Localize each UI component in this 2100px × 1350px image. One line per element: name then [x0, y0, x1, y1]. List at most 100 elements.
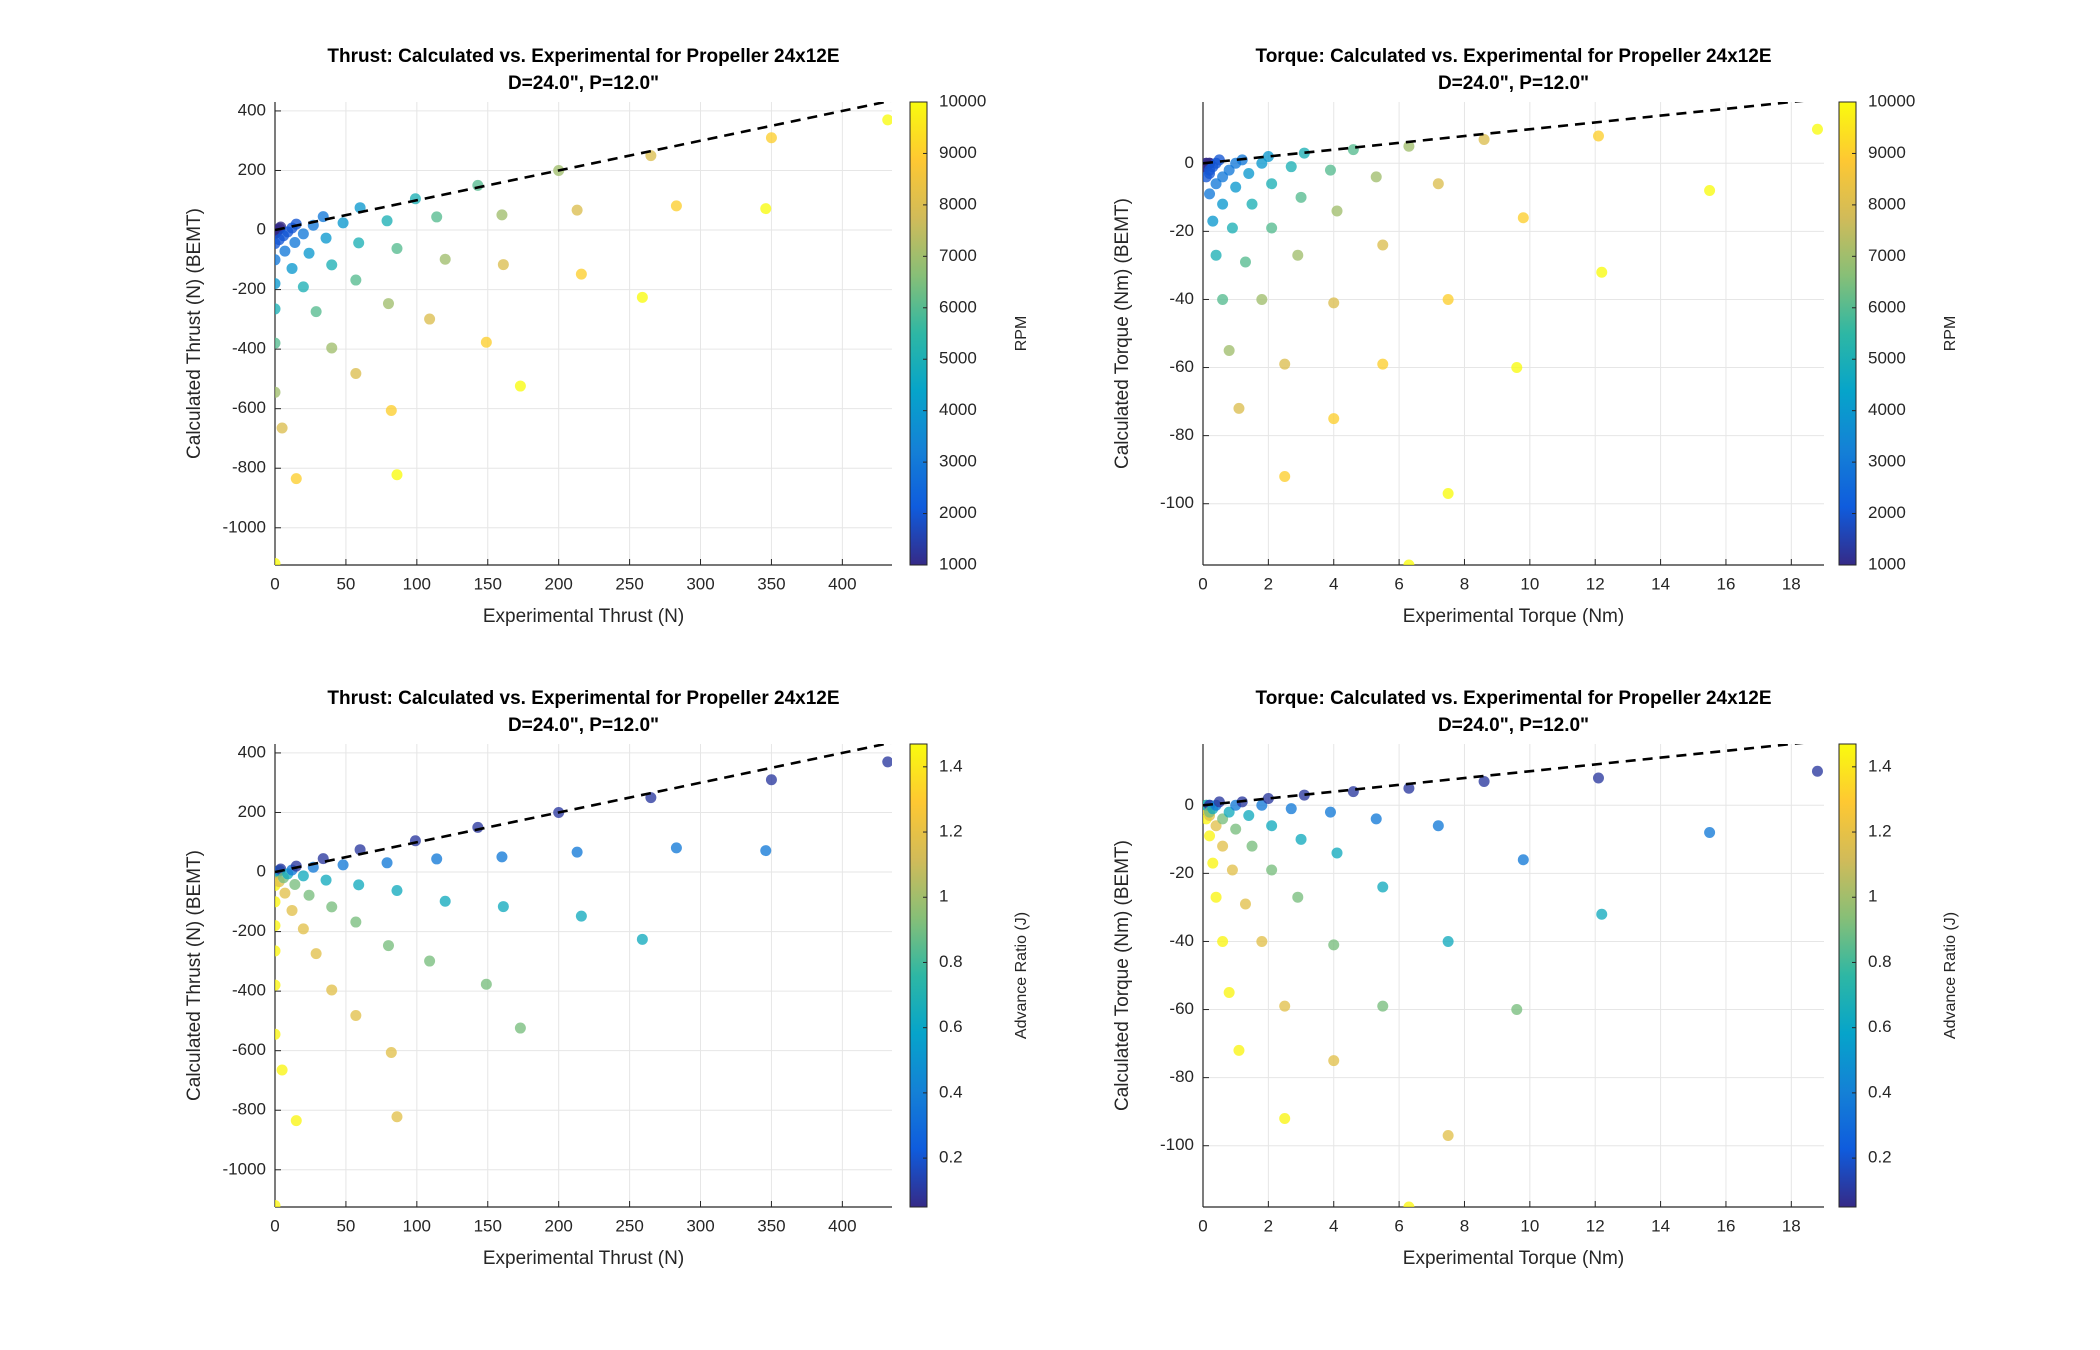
- point: [1210, 891, 1222, 903]
- point: [670, 842, 682, 854]
- point: [636, 933, 648, 945]
- point: [1328, 413, 1340, 425]
- y-tick-label: -600: [232, 1040, 266, 1059]
- y-tick-label: -400: [232, 981, 266, 1000]
- x-tick-label: 100: [403, 1216, 431, 1235]
- point: [1217, 813, 1229, 825]
- colorbar-tick-label: 4000: [939, 400, 977, 419]
- x-axis-label: Experimental Torque (Nm): [1403, 1248, 1624, 1269]
- point: [297, 281, 309, 293]
- point: [276, 1064, 288, 1076]
- y-tick-label: 0: [1185, 153, 1194, 172]
- x-tick-label: 16: [1716, 1216, 1735, 1235]
- point: [1239, 256, 1251, 268]
- colorbar-tick-label: 0.2: [939, 1148, 963, 1167]
- x-tick-label: 50: [336, 574, 355, 593]
- x-tick-label: 300: [686, 1216, 714, 1235]
- x-tick-label: 2: [1264, 1216, 1273, 1235]
- x-tick-label: 400: [828, 1216, 856, 1235]
- point: [1256, 293, 1268, 305]
- point: [1204, 830, 1216, 842]
- y-tick-label: -20: [1169, 221, 1194, 240]
- point: [1230, 823, 1242, 835]
- point: [1210, 820, 1222, 832]
- y-tick-label: -100: [1160, 1135, 1194, 1154]
- point: [514, 1022, 526, 1034]
- point: [275, 278, 281, 290]
- y-tick-label: 200: [238, 802, 266, 821]
- point: [1347, 786, 1359, 798]
- point: [1217, 840, 1229, 852]
- point: [1596, 266, 1608, 278]
- colorbar-label: Advance Ratio (J): [1013, 912, 1030, 1039]
- point: [760, 845, 772, 857]
- point: [882, 756, 892, 768]
- point: [1811, 123, 1823, 135]
- y-tick-label: -40: [1169, 289, 1194, 308]
- x-tick-label: 6: [1394, 1216, 1403, 1235]
- point: [1256, 935, 1268, 947]
- point: [1298, 789, 1310, 801]
- chart-title: Torque: Calculated vs. Experimental for …: [1256, 688, 1772, 709]
- colorbar-tick-label: 3000: [939, 452, 977, 471]
- point: [431, 211, 443, 223]
- colorbar: [909, 101, 928, 566]
- x-tick-label: 400: [828, 574, 856, 593]
- x-tick-label: 0: [1198, 1216, 1207, 1235]
- point: [1226, 222, 1238, 234]
- x-tick-label: 100: [403, 574, 431, 593]
- point: [1295, 833, 1307, 845]
- point: [575, 910, 587, 922]
- colorbar-tick-label: 0.6: [1868, 1017, 1892, 1036]
- colorbar-tick-label: 4000: [1868, 400, 1906, 419]
- point: [297, 228, 309, 240]
- point: [571, 204, 583, 216]
- point: [297, 870, 309, 882]
- point: [320, 874, 332, 886]
- point: [1324, 164, 1336, 176]
- point: [350, 916, 362, 928]
- point: [1266, 222, 1278, 234]
- point: [391, 1111, 403, 1123]
- point: [1370, 813, 1382, 825]
- point: [1285, 803, 1297, 815]
- x-tick-label: 10: [1520, 574, 1539, 593]
- colorbar-label: RPM: [1013, 316, 1030, 352]
- point: [765, 132, 777, 144]
- point: [275, 979, 281, 991]
- point: [353, 879, 365, 891]
- y-tick-label: -200: [232, 279, 266, 298]
- point: [391, 884, 403, 896]
- colorbar-tick-label: 0.4: [1868, 1082, 1892, 1101]
- plot-area: [1203, 102, 1823, 565]
- plot-area: [275, 744, 892, 1207]
- point: [1243, 167, 1255, 179]
- x-tick-label: 2: [1264, 574, 1273, 593]
- point: [275, 896, 281, 908]
- x-tick-label: 0: [270, 1216, 279, 1235]
- point: [326, 901, 338, 913]
- colorbar-tick-label: 0.6: [939, 1017, 963, 1036]
- y-tick-label: -80: [1169, 1067, 1194, 1086]
- point: [1592, 772, 1604, 784]
- colorbar: [1838, 743, 1857, 1208]
- point: [1377, 358, 1389, 370]
- point: [1592, 130, 1604, 142]
- point: [1328, 297, 1340, 309]
- point: [1230, 181, 1242, 193]
- point: [382, 940, 394, 952]
- point: [1256, 157, 1268, 169]
- point: [765, 774, 777, 786]
- chart-title: Torque: Calculated vs. Experimental for …: [1256, 46, 1772, 67]
- colorbar-tick-label: 0.8: [1868, 952, 1892, 971]
- y-axis-label: Calculated Thrust (N) (BEMT): [184, 850, 205, 1101]
- reference-line: [275, 744, 892, 874]
- colorbar-tick-label: 0.8: [939, 952, 963, 971]
- point: [317, 211, 329, 223]
- y-tick-label: 0: [257, 220, 266, 239]
- point: [760, 203, 772, 215]
- point: [385, 1046, 397, 1058]
- point: [290, 1115, 302, 1127]
